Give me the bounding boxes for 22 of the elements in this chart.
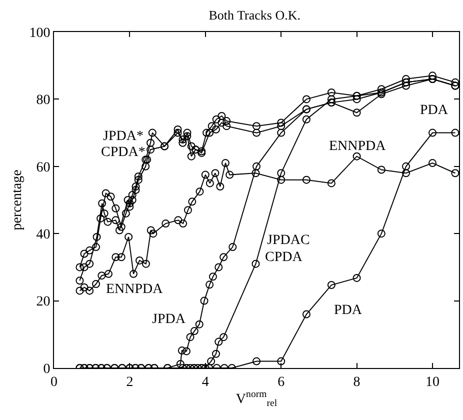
annotation: ENNPDA [329,139,387,154]
annotation: PDA [334,303,363,318]
y-axis-title: percentage [10,170,25,230]
y-tick-label: 100 [29,26,50,41]
x-tick-label: 4 [202,374,209,390]
annotation: CPDA* [101,145,146,160]
y-tick-label: 60 [36,160,50,176]
annotation: JPDA* [103,129,144,144]
y-tick-label: 20 [36,294,50,310]
x-tick-label: 6 [278,374,285,390]
annotation: PDA [420,103,449,118]
annotation: ENNPDA [106,282,164,297]
y-tick-label: 0 [43,362,50,377]
y-tick-label: 80 [36,93,50,108]
chart-title: Both Tracks O.K. [208,8,301,23]
x-tick-label: 2 [126,374,134,390]
y-tick-label: 40 [36,228,50,242]
annotation: CPDA [265,250,304,265]
x-tick-label: 8 [353,374,360,390]
annotation: JPDAC [267,233,310,248]
x-tick-label: 10 [426,374,440,390]
annotation: JPDA [152,312,186,327]
